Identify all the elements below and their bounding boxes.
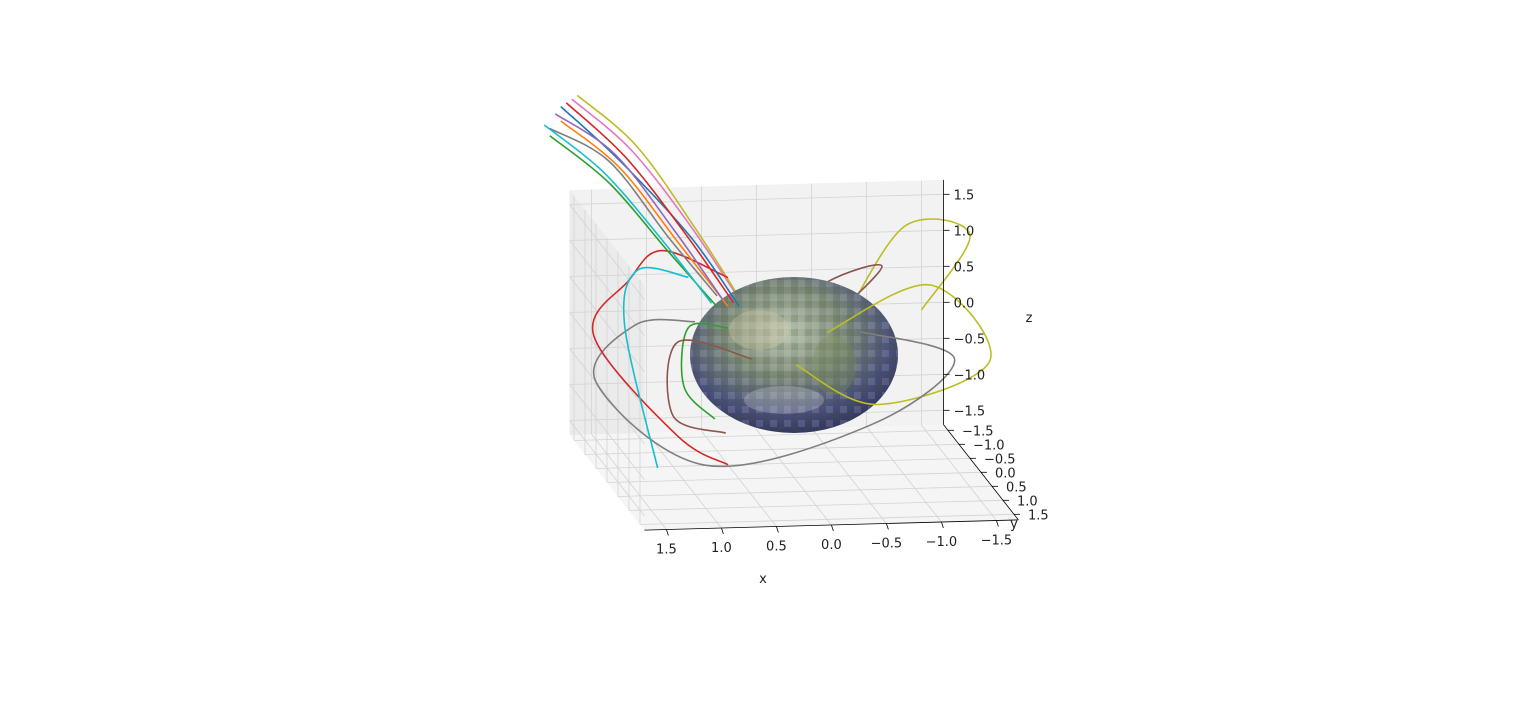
earth-texture	[690, 277, 898, 433]
field-line	[554, 113, 724, 300]
grid-line	[569, 384, 645, 480]
field-line	[543, 124, 713, 304]
y-tick-label: −1.0	[973, 438, 1005, 453]
field-line	[576, 94, 746, 307]
x-tick-label: 0.5	[766, 540, 787, 555]
z-axis-label: z	[1026, 311, 1033, 326]
x-tick	[831, 524, 834, 532]
z-tick-label: −1.0	[954, 368, 986, 383]
earth-icecap	[744, 386, 824, 414]
grid-line	[595, 457, 971, 469]
x-tick	[886, 523, 889, 530]
grid-line	[569, 348, 645, 444]
x-tick-label: 1.0	[711, 541, 732, 556]
field-line	[549, 127, 718, 297]
field-line	[560, 106, 740, 307]
field-line	[680, 322, 729, 420]
grid-line	[573, 429, 949, 441]
x-tick-label: −0.5	[871, 537, 903, 552]
grid-line	[606, 471, 982, 483]
tick-labels: 1.5 1.0 0.5 0.0 −0.5 −1.0 −1.5−1.5−1.0−0.50.00…	[656, 188, 1049, 557]
grid-line	[866, 426, 942, 523]
z-tick-label: −0.5	[954, 332, 986, 347]
x-axis-label: x	[759, 572, 767, 587]
x-tick	[996, 520, 999, 527]
z-tick-label: 1.0	[954, 224, 975, 239]
grid-line	[584, 443, 960, 455]
field-line	[591, 249, 729, 466]
y-tick-label: 1.0	[1017, 494, 1038, 509]
y-tick-label: −0.5	[984, 452, 1016, 467]
x-tick	[941, 521, 944, 529]
z-tick-label: −1.5	[954, 404, 986, 419]
earth-landmass	[812, 335, 856, 395]
x-tick-label: 0.0	[821, 538, 842, 553]
z-tick-label: 0.0	[954, 296, 975, 311]
field-line	[560, 120, 729, 307]
field-line	[795, 284, 992, 406]
y-tick-label: −1.5	[962, 424, 994, 439]
field-line	[666, 339, 753, 434]
grid-line	[569, 420, 645, 516]
x-tick-label: −1.0	[926, 535, 958, 550]
y-tick-label: 0.5	[1006, 480, 1027, 495]
field-line	[848, 218, 971, 311]
y-tick-label: 1.5	[1028, 508, 1049, 523]
earth-landmass	[729, 310, 789, 350]
grid-line	[921, 425, 997, 521]
field-lines-back	[571, 94, 971, 328]
x-tick	[666, 529, 669, 536]
y-tick-label: 0.0	[995, 466, 1016, 481]
z-tick-label: 1.5	[954, 188, 975, 203]
field-line	[593, 318, 956, 468]
field-line	[622, 266, 689, 469]
x-tick	[776, 526, 779, 533]
x-tick-label: 1.5	[656, 543, 677, 558]
x-tick	[721, 527, 724, 535]
x-tick-label: −1.5	[981, 534, 1013, 549]
field-line	[565, 102, 735, 304]
z-tick-label: 0.5	[954, 260, 975, 275]
earth-sphere	[690, 277, 898, 433]
y-axis-label: y	[1010, 517, 1018, 532]
field-line	[571, 98, 740, 300]
field-lines-front	[543, 102, 992, 469]
axes-grid	[569, 180, 1015, 530]
